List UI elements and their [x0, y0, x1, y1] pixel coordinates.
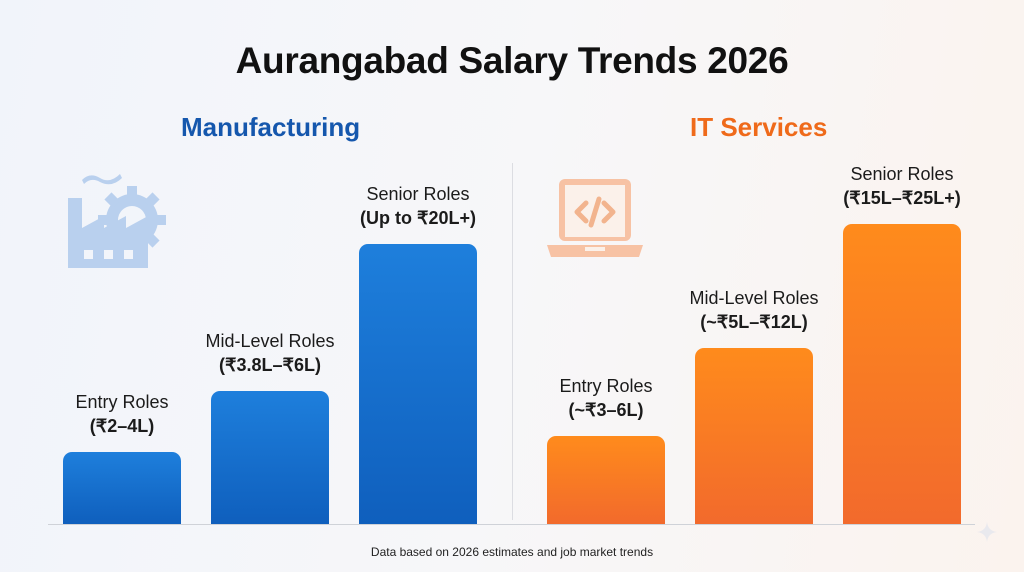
it-bar-2 — [695, 348, 813, 524]
category-label: Mid-Level Roles — [689, 288, 819, 308]
manufacturing-bar-label-3: Senior Roles (Up to ₹20L+) — [318, 182, 518, 230]
range-label: (₹15L–₹25L+) — [843, 188, 961, 208]
range-label: (~₹5L–₹12L) — [700, 312, 808, 332]
it-bar-1 — [547, 436, 665, 524]
it-bar-label-3: Senior Roles (₹15L–₹25L+) — [802, 162, 1002, 210]
it-bar-label-2: Mid-Level Roles (~₹5L–₹12L) — [654, 286, 854, 334]
manufacturing-heading: Manufacturing — [181, 112, 361, 142]
manufacturing-bar-2 — [211, 391, 329, 524]
category-label: Entry Roles — [75, 392, 169, 412]
category-label: Senior Roles — [366, 184, 470, 204]
laptop-code-icon — [547, 179, 643, 257]
range-label: (Up to ₹20L+) — [360, 208, 476, 228]
sparkle-icon — [977, 522, 997, 542]
category-label: Entry Roles — [559, 376, 653, 396]
factory-gear-icon — [68, 174, 166, 268]
range-label: (₹2–4L) — [89, 416, 155, 436]
category-label: Mid-Level Roles — [205, 331, 335, 351]
range-label: (₹3.8L–₹6L) — [219, 355, 321, 375]
it-bar-label-1: Entry Roles (~₹3–6L) — [506, 374, 706, 422]
manufacturing-bar-label-2: Mid-Level Roles (₹3.8L–₹6L) — [170, 329, 370, 377]
chart-title: Aurangabad Salary Trends 2026 — [235, 40, 789, 81]
it-services-heading: IT Services — [690, 112, 828, 142]
section-divider — [512, 163, 513, 520]
manufacturing-bar-3 — [359, 244, 477, 524]
baseline — [48, 524, 975, 525]
it-bar-3 — [843, 224, 961, 524]
category-label: Senior Roles — [850, 164, 954, 184]
range-label: (~₹3–6L) — [568, 400, 644, 420]
manufacturing-bar-1 — [63, 452, 181, 524]
footer-note: Data based on 2026 estimates and job mar… — [370, 545, 654, 559]
manufacturing-bar-label-1: Entry Roles (₹2–4L) — [22, 390, 222, 438]
